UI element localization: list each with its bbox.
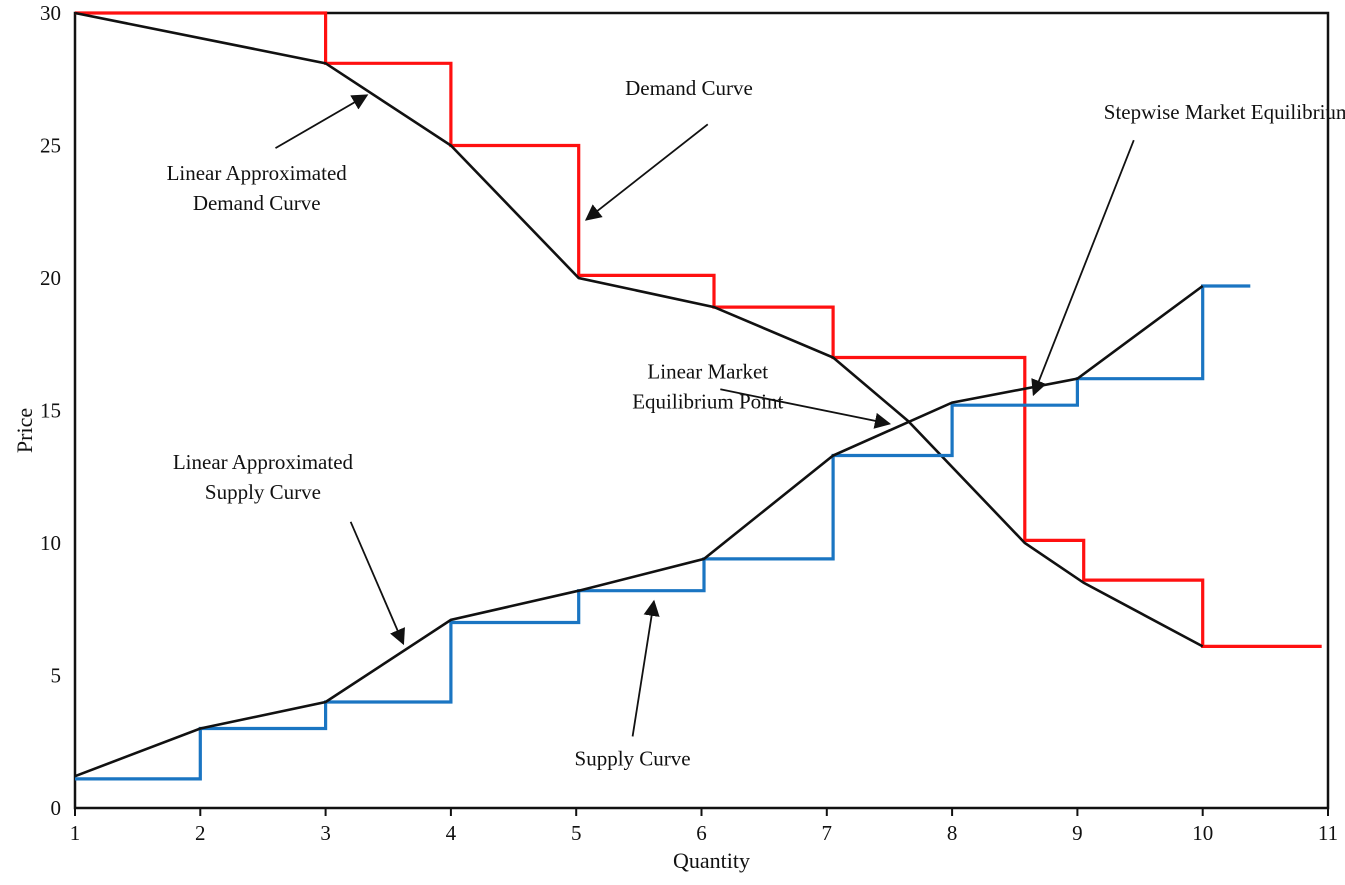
y-tick-label: 0 xyxy=(51,796,62,820)
demand-curve-label: Demand Curve xyxy=(625,76,753,100)
x-tick-label: 11 xyxy=(1318,821,1338,845)
y-tick-label: 5 xyxy=(51,664,62,688)
stepwise-eq-label: Stepwise Market Equilibrium Point xyxy=(1104,100,1345,124)
series-layer xyxy=(74,11,1322,781)
y-tick-label: 15 xyxy=(40,399,61,423)
axis-ticks: 1 2 3 4 5 6 7 8 9 10 11 0 5 10 15 20 25 30 xyxy=(40,1,1338,845)
x-tick-label: 9 xyxy=(1072,821,1083,845)
stepwise-eq-arrow xyxy=(1031,139,1135,397)
supply-curve-label: Supply Curve xyxy=(575,747,691,771)
supply-step-series xyxy=(75,284,1251,781)
y-tick-label: 25 xyxy=(40,134,61,158)
linear-demand-label: Linear Approximated xyxy=(167,161,348,185)
supply-linear-series xyxy=(74,284,1204,778)
y-tick-label: 30 xyxy=(40,1,61,25)
annotation-layer: Demand Curve Linear Approximated Demand Cu… xyxy=(167,76,1345,770)
linear-eq-label: Equilibrium Point xyxy=(632,390,783,414)
linear-demand-label: Demand Curve xyxy=(193,191,321,215)
x-tick-label: 8 xyxy=(947,821,958,845)
linear-supply-label: Supply Curve xyxy=(205,480,321,504)
x-tick-label: 1 xyxy=(70,821,81,845)
linear-supply-arrow xyxy=(349,521,405,646)
y-tick-label: 10 xyxy=(40,531,61,555)
linear-supply-label: Linear Approximated xyxy=(173,450,354,474)
demand-step-series xyxy=(75,11,1322,649)
linear-eq-arrow xyxy=(720,388,892,429)
x-tick-label: 7 xyxy=(822,821,833,845)
x-tick-label: 10 xyxy=(1192,821,1213,845)
x-axis-title: Quantity xyxy=(673,848,750,873)
linear-demand-arrow xyxy=(275,94,369,149)
supply-curve-arrow xyxy=(631,599,660,737)
y-tick-label: 20 xyxy=(40,266,61,290)
y-axis-title: Price xyxy=(12,408,37,453)
x-tick-label: 3 xyxy=(320,821,331,845)
demand-curve-arrow xyxy=(584,123,709,221)
linear-eq-label: Linear Market xyxy=(647,360,768,384)
x-tick-label: 4 xyxy=(446,821,457,845)
x-tick-label: 2 xyxy=(195,821,206,845)
demand-linear-series xyxy=(74,11,1204,648)
x-tick-label: 5 xyxy=(571,821,582,845)
x-tick-label: 6 xyxy=(696,821,707,845)
